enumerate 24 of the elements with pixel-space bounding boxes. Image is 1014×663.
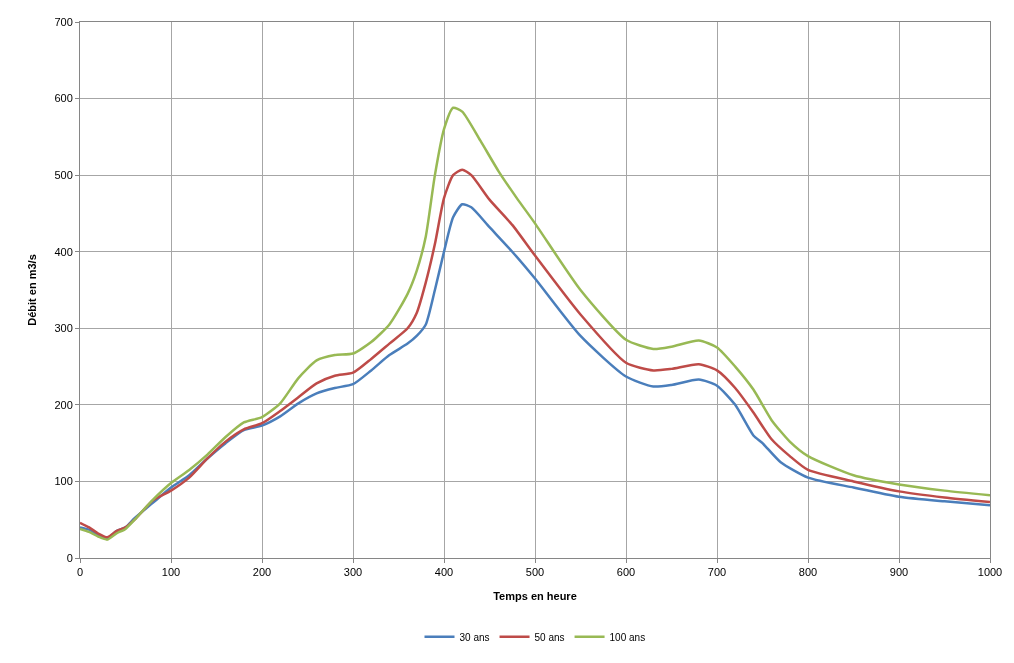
x-tick-label: 1000 [977,566,1003,579]
x-tick-label: 600 [616,566,636,579]
legend-label: 100 ans [609,631,646,643]
x-tick-label: 100 [161,566,181,579]
y-tick-label: 400 [54,245,73,258]
y-axis-title: Débit en m3/s [26,254,39,326]
y-tick-label: 700 [54,15,73,28]
x-tick-label: 900 [889,566,909,579]
y-tick-label: 0 [66,551,73,564]
x-tick-label: 700 [707,566,727,579]
y-tick-label: 200 [54,398,73,411]
y-tick-label: 600 [54,92,73,105]
x-axis-title: Temps en heure [493,590,577,603]
y-tick-label: 100 [54,475,73,488]
x-tick-label: 400 [434,566,454,579]
y-tick-label: 500 [54,168,73,181]
x-tick-label: 300 [343,566,363,579]
x-tick-label: 200 [252,566,272,579]
y-tick-label: 300 [54,322,73,335]
legend-label: 50 ans [534,631,565,643]
x-tick-label: 800 [798,566,818,579]
legend-label: 30 ans [459,631,490,643]
x-tick-label: 0 [76,566,84,579]
x-tick-label: 500 [525,566,545,579]
